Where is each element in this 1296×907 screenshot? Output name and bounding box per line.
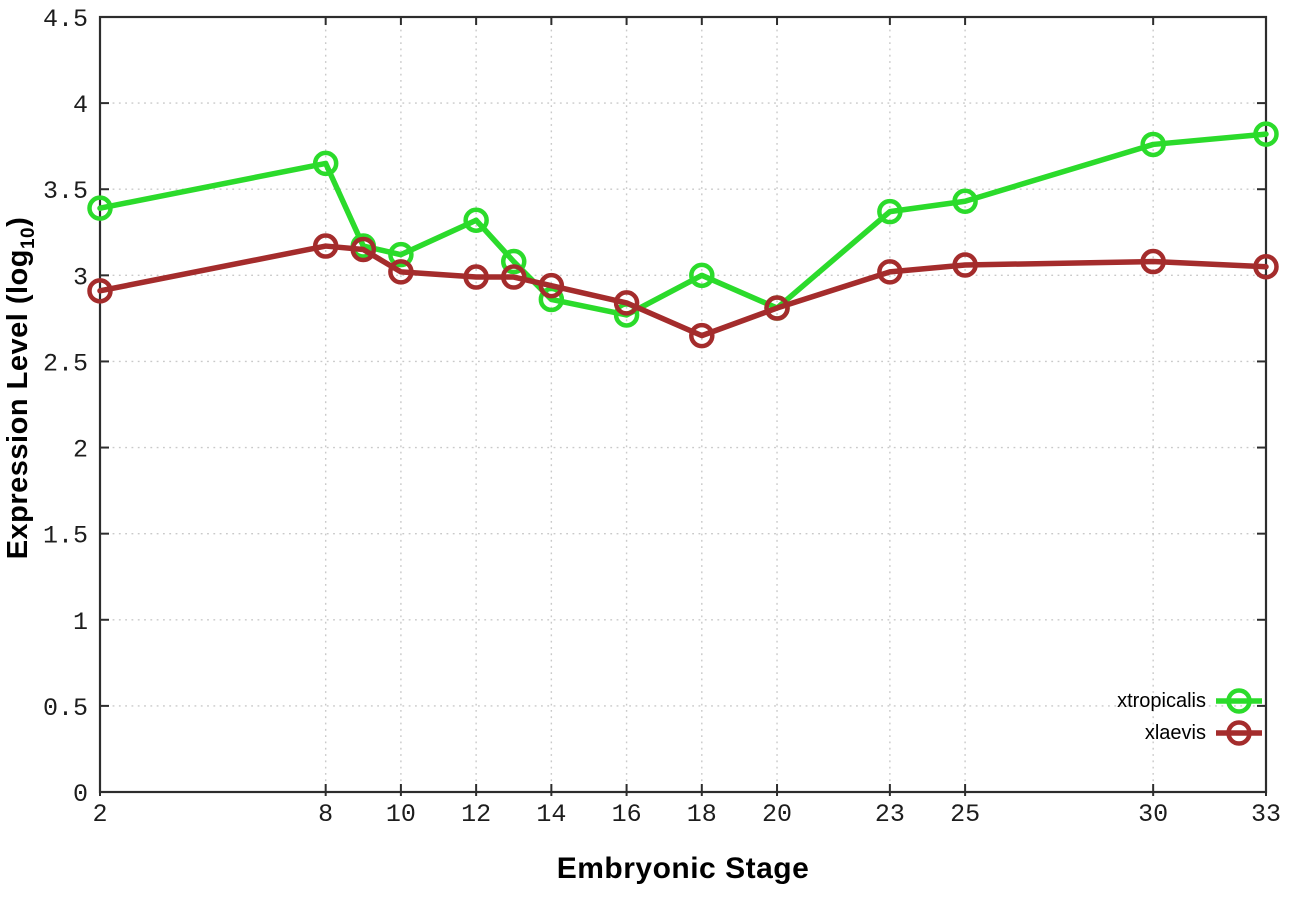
data-point-xlaevis bbox=[312, 233, 339, 259]
data-point-xtropicalis bbox=[538, 286, 565, 313]
data-point-xtropicalis bbox=[388, 241, 414, 268]
x-tick-label: 30 bbox=[1138, 800, 1168, 829]
legend-entry-xtropicalis: xtropicalis bbox=[1117, 690, 1206, 712]
x-tick-label: 8 bbox=[318, 800, 333, 829]
legend-entry-xlaevis: xlaevis bbox=[1144, 722, 1206, 744]
y-axis-label-subscript: 10 bbox=[18, 226, 39, 250]
y-tick-label: 1.5 bbox=[43, 522, 88, 551]
plot-border bbox=[98, 15, 1268, 794]
y-tick-label: 1 bbox=[73, 608, 88, 637]
data-point-xlaevis bbox=[689, 322, 715, 349]
x-tick-label: 16 bbox=[612, 800, 642, 829]
data-point-xlaevis bbox=[388, 259, 414, 285]
x-tick-label: 23 bbox=[875, 800, 905, 829]
data-point-xtropicalis bbox=[463, 207, 489, 233]
data-point-xtropicalis bbox=[1253, 121, 1279, 147]
series-line-xlaevis bbox=[97, 243, 1269, 339]
data-point-xtropicalis bbox=[952, 188, 978, 215]
legend-marker-xtropicalis bbox=[1226, 688, 1252, 714]
data-point-xlaevis bbox=[87, 278, 113, 304]
y-tick-label: 0 bbox=[73, 780, 88, 809]
y-tick-label: 3.5 bbox=[43, 177, 88, 206]
data-point-xlaevis bbox=[500, 264, 527, 290]
y-axis-label-close: ) bbox=[2, 216, 34, 227]
y-tick-label: 4.5 bbox=[43, 5, 88, 34]
x-tick-label: 10 bbox=[386, 800, 416, 829]
data-point-xlaevis bbox=[1253, 253, 1279, 280]
y-tick-label: 4 bbox=[73, 91, 88, 120]
x-tick-label: 18 bbox=[687, 800, 717, 829]
data-point-xlaevis bbox=[538, 272, 565, 299]
x-tick-label: 2 bbox=[92, 800, 107, 829]
y-tick-label: 2.5 bbox=[43, 349, 88, 378]
data-point-xlaevis bbox=[877, 259, 903, 285]
x-tick-label: 20 bbox=[762, 800, 792, 829]
series-line-xtropicalis bbox=[97, 131, 1269, 318]
data-point-xtropicalis bbox=[87, 195, 113, 221]
data-point-xtropicalis bbox=[312, 150, 339, 177]
legend-marker-xlaevis bbox=[1226, 720, 1252, 746]
y-tick-label: 0.5 bbox=[43, 694, 88, 723]
y-tick-label: 2 bbox=[73, 436, 88, 465]
x-tick-label: 12 bbox=[461, 800, 491, 829]
data-point-xtropicalis bbox=[689, 262, 715, 289]
x-tick-label: 33 bbox=[1251, 800, 1281, 829]
data-point-xlaevis bbox=[952, 252, 978, 278]
data-point-xlaevis bbox=[350, 236, 377, 263]
data-point-xlaevis bbox=[463, 264, 489, 290]
data-point-xtropicalis bbox=[1140, 131, 1166, 158]
data-point-xlaevis bbox=[764, 295, 790, 321]
data-point-xtropicalis bbox=[500, 248, 527, 275]
data-point-xtropicalis bbox=[877, 198, 903, 225]
y-tick-label: 3 bbox=[73, 263, 88, 292]
x-axis-label: Embryonic Stage bbox=[556, 852, 810, 885]
data-point-xlaevis bbox=[613, 290, 640, 316]
x-tick-label: 25 bbox=[950, 800, 980, 829]
y-axis-label: Expression Level (log10) bbox=[2, 88, 42, 688]
data-point-xlaevis bbox=[1140, 248, 1166, 275]
y-axis-label-main: Expression Level (log bbox=[2, 249, 34, 560]
x-tick-label: 14 bbox=[536, 800, 566, 829]
